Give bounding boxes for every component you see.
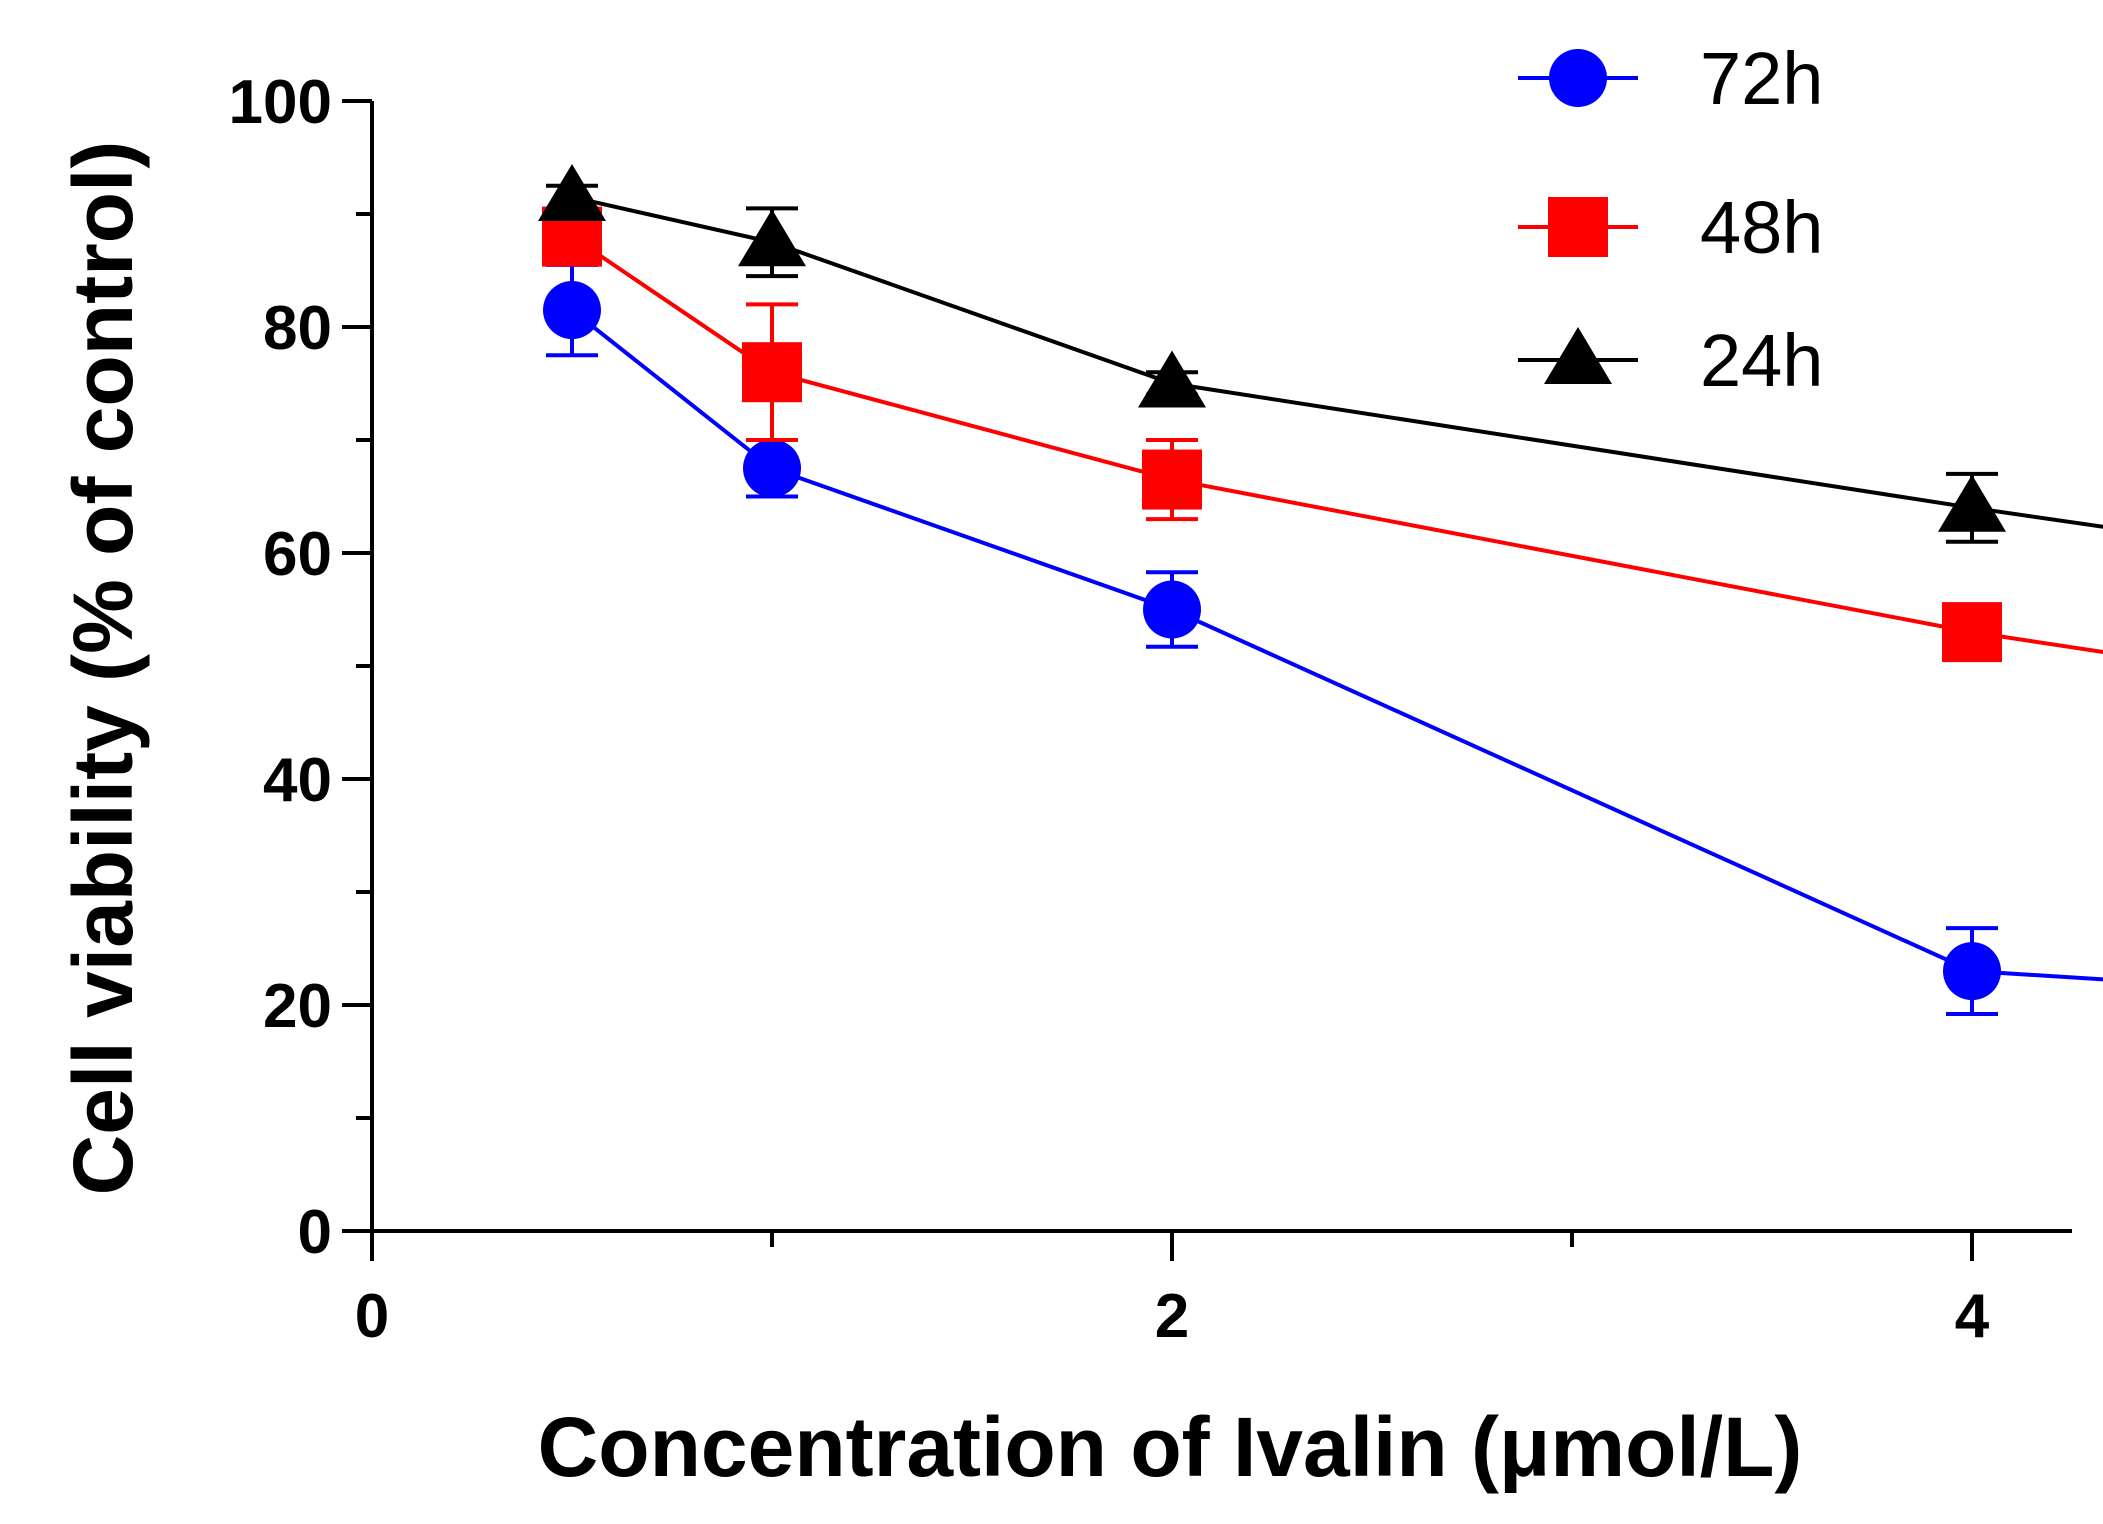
y-tick-label: 40 [263, 746, 332, 815]
data-point-24h [738, 209, 806, 267]
data-point-24h [1138, 350, 1206, 408]
legend-marker-72h [1549, 49, 1607, 107]
data-point-72h [1143, 580, 1201, 639]
y-tick-label: 0 [298, 1198, 332, 1267]
x-tick-label: 4 [1955, 1282, 1990, 1351]
data-point-48h [1142, 449, 1202, 510]
y-axis-title: Cell viability (% of control) [56, 141, 150, 1196]
series-line-72h [570, 308, 2103, 982]
legend-label-72h: 72h [1700, 37, 1823, 120]
data-point-48h [1942, 602, 2002, 663]
series-48h [542, 206, 2103, 663]
data-point-72h [543, 281, 601, 340]
y-tick-label: 100 [229, 68, 332, 137]
legend-marker-24h [1544, 327, 1612, 384]
series-line-24h [571, 195, 2103, 529]
series-line-48h [570, 234, 2103, 655]
data-point-48h [742, 342, 802, 403]
data-point-24h [1938, 474, 2006, 532]
legend-marker-48h [1548, 197, 1608, 257]
legend: 72h 48h 24h [1518, 37, 1823, 402]
y-tick-label: 20 [263, 972, 332, 1041]
series-72h [543, 262, 2103, 1017]
legend-item-24h: 24h [1518, 319, 1823, 402]
series-layer [538, 164, 2103, 1017]
x-tick-label: 2 [1155, 1282, 1189, 1351]
legend-label-24h: 24h [1700, 319, 1823, 402]
x-tick-label: 0 [355, 1282, 389, 1351]
legend-item-72h: 72h [1518, 37, 1823, 120]
data-point-72h [1943, 942, 2001, 1001]
y-tick-label: 80 [263, 294, 332, 363]
data-point-24h [538, 164, 606, 222]
series-24h [538, 164, 2103, 544]
axes: 02040608010002468 [229, 68, 2072, 1351]
x-axis-title: Concentration of Ivalin (μmol/L) [538, 1400, 1803, 1494]
y-tick-label: 60 [263, 520, 332, 589]
legend-label-48h: 48h [1700, 186, 1823, 269]
legend-item-48h: 48h [1518, 186, 1823, 269]
data-point-72h [743, 439, 801, 498]
